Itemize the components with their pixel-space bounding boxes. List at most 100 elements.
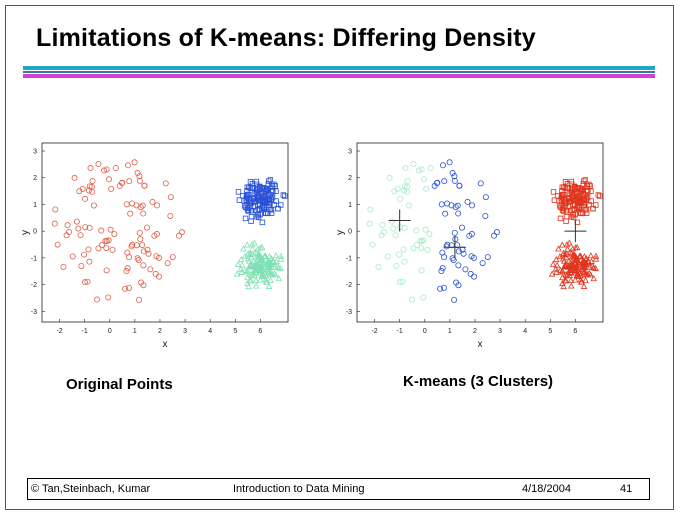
kmeans-cluster1-point	[420, 294, 427, 301]
kmeans-cluster2-point	[479, 260, 486, 267]
sparse-point	[140, 248, 147, 255]
dense-bottom-point	[241, 253, 249, 260]
kmeans-cluster1-point	[420, 176, 427, 183]
sparse-point	[126, 254, 133, 261]
dense-bottom-point	[244, 274, 251, 281]
plot1-xtick-label: 4	[208, 328, 212, 335]
sparse-point	[79, 185, 86, 192]
dense-top-point	[269, 188, 275, 194]
kmeans-cluster2-point	[451, 296, 458, 303]
sparse-point	[124, 162, 131, 169]
plot1-ytick-label: -2	[31, 282, 37, 289]
kmeans-cluster1-point	[404, 178, 411, 185]
sparse-point	[71, 174, 78, 181]
plot2-ytick-label: -1	[346, 255, 352, 262]
sparse-point	[85, 187, 92, 194]
plot2-xtick-label: 3	[498, 328, 502, 335]
sparse-point	[81, 279, 88, 286]
kmeans-cluster3-point	[568, 250, 575, 257]
kmeans-cluster3-point	[572, 259, 579, 266]
kmeans-cluster1-point	[388, 218, 395, 225]
plot2-ytick-label: -3	[346, 309, 352, 316]
dense-top-point	[247, 179, 254, 185]
dense-top-point	[264, 196, 270, 203]
sparse-point	[169, 254, 176, 261]
kmeans-cluster1-point	[426, 231, 433, 238]
dense-bottom-point	[249, 245, 256, 252]
sparse-point	[136, 229, 143, 236]
dense-top-point	[257, 211, 263, 218]
dense-bottom-point	[253, 260, 261, 267]
sparse-point	[149, 198, 156, 205]
dense-top-point	[280, 192, 287, 198]
kmeans-cluster3-point	[573, 272, 581, 279]
sparse-point	[85, 246, 92, 253]
kmeans-cluster1-point	[400, 246, 407, 253]
dense-bottom-point	[245, 283, 252, 290]
kmeans-cluster1-point	[366, 220, 373, 227]
dense-bottom-point	[237, 265, 245, 272]
sparse-point	[141, 182, 148, 189]
dense-bottom-point	[253, 250, 260, 257]
dense-top-point	[270, 189, 276, 195]
kmeans-cluster1-point	[413, 227, 420, 234]
kmeans-cluster2-point	[439, 265, 446, 272]
sparse-point	[65, 229, 72, 236]
sparse-point	[89, 178, 96, 185]
plot1-ytick-label: 1	[33, 202, 37, 209]
sparse-point	[129, 241, 136, 248]
dense-top-point	[244, 205, 251, 212]
kmeans-cluster3-point	[597, 193, 603, 199]
centroid-marker	[564, 220, 587, 243]
kmeans-cluster2-point	[493, 229, 500, 236]
dense-bottom-point	[251, 239, 258, 246]
kmeans-cluster3-point	[579, 187, 585, 193]
dense-bottom-point	[267, 254, 275, 261]
dense-top-point	[275, 205, 281, 212]
plot1-xtick-label: 0	[108, 328, 112, 335]
plot2-ytick-label: -2	[346, 282, 352, 289]
plot2-points	[366, 159, 603, 303]
kmeans-cluster2-point	[441, 254, 448, 261]
dense-bottom-point	[275, 275, 283, 282]
dense-top-point	[235, 189, 242, 195]
kmeans-cluster1-point	[397, 224, 404, 231]
dense-bottom-point	[262, 276, 270, 283]
sparse-point	[153, 253, 160, 260]
plot1-xtick-label: 1	[133, 328, 137, 335]
sparse-point	[94, 296, 101, 303]
dense-top-point	[252, 198, 259, 205]
kmeans-cluster1-point	[404, 188, 411, 195]
kmeans-cluster1-point	[380, 229, 387, 236]
kmeans-cluster1-point	[422, 226, 429, 233]
dense-bottom-point	[256, 276, 264, 283]
sparse-point	[139, 202, 146, 209]
kmeans-cluster3-point	[559, 205, 566, 212]
plot1-plot-area	[41, 142, 289, 323]
dense-top-point	[255, 202, 261, 208]
sparse-point	[136, 296, 143, 303]
plot2-xtick-label: -1	[397, 328, 403, 335]
dense-top-point	[263, 210, 269, 216]
dense-bottom-point	[240, 245, 247, 252]
plot1-ytick-label: 3	[33, 149, 37, 156]
kmeans-cluster1-point	[400, 187, 407, 194]
kmeans-cluster3-point	[575, 198, 581, 204]
kmeans-cluster3-point	[559, 188, 565, 194]
dense-bottom-point	[258, 272, 266, 279]
sparse-point	[154, 202, 161, 209]
kmeans-cluster1-point	[418, 245, 425, 252]
kmeans-cluster1-point	[386, 174, 393, 181]
kmeans-cluster2-point	[464, 198, 471, 205]
kmeans-cluster1-point	[418, 267, 425, 274]
kmeans-cluster2-point	[491, 232, 498, 239]
kmeans-cluster3-point	[588, 198, 594, 204]
kmeans-cluster3-point	[565, 195, 572, 202]
dense-bottom-point	[233, 270, 241, 277]
kmeans-cluster3-point	[562, 277, 570, 284]
sparse-point	[164, 260, 171, 267]
sparse-point	[87, 165, 94, 172]
dense-top-point	[242, 204, 249, 210]
dense-bottom-point	[260, 259, 267, 266]
sparse-point	[156, 273, 163, 280]
